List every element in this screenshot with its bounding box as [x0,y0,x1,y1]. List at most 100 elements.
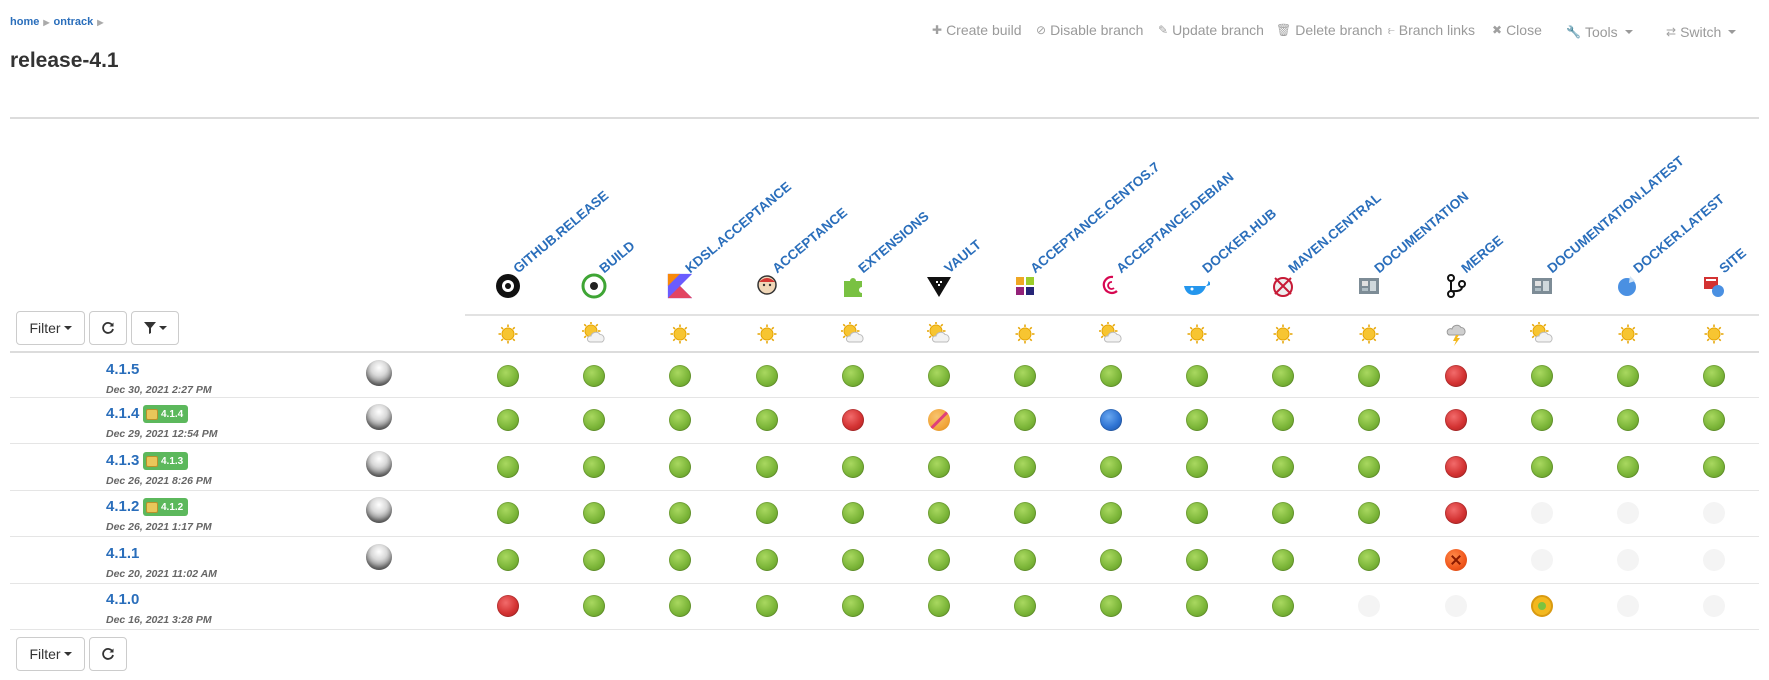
validation-run-passed[interactable] [1617,365,1639,387]
validation-run-passed[interactable] [497,365,519,387]
update-branch-button[interactable]: ✎ Update branch [1158,22,1264,38]
validation-run-passed[interactable] [756,365,778,387]
validation-run-passed[interactable] [1014,549,1036,571]
validation-run-passed[interactable] [1358,365,1380,387]
validation-run-passed[interactable] [928,502,950,524]
validation-run-passed[interactable] [756,409,778,431]
validation-run-passed[interactable] [1186,502,1208,524]
validation-run-passed[interactable] [756,549,778,571]
validation-run-passed[interactable] [669,365,691,387]
validation-run-passed[interactable] [1100,595,1122,617]
switch-dropdown[interactable]: ⇄ Switch [1666,24,1737,40]
validation-run-passed[interactable] [497,456,519,478]
validation-run-passed[interactable] [1272,549,1294,571]
validation-run-passed[interactable] [583,549,605,571]
validation-run-passed[interactable] [1014,456,1036,478]
validation-run-passed[interactable] [1186,409,1208,431]
breadcrumb-project-link[interactable]: ontrack [53,16,94,28]
build-link[interactable]: 4.1.4 [106,405,140,422]
close-branch-button[interactable]: ✖ Close [1492,22,1542,38]
validation-run-passed[interactable] [669,595,691,617]
validation-run-passed[interactable] [583,595,605,617]
validation-run-passed[interactable] [669,549,691,571]
validation-stamp-link[interactable]: SITE [1716,245,1749,276]
validation-stamp-link[interactable]: VAULT [941,236,984,276]
validation-run-passed[interactable] [1014,502,1036,524]
validation-run-passed[interactable] [756,456,778,478]
validation-run-failed[interactable] [1445,409,1467,431]
validation-run-passed[interactable] [1703,365,1725,387]
validation-run-interrupted[interactable] [1445,549,1467,571]
validation-run-passed[interactable] [756,502,778,524]
validation-run-passed[interactable] [1014,595,1036,617]
delete-branch-button[interactable]: 🗑 Delete branch [1276,22,1382,38]
validation-run-passed[interactable] [1186,549,1208,571]
validation-run-failed[interactable] [1445,456,1467,478]
validation-run-passed[interactable] [583,365,605,387]
validation-run-passed[interactable] [669,456,691,478]
promotion-level-icon[interactable] [366,404,392,430]
validation-run-passed[interactable] [583,409,605,431]
promotion-level-icon[interactable] [366,360,392,386]
refresh-button-bottom[interactable] [89,637,127,671]
validation-run-passed[interactable] [842,456,864,478]
column-filter-button[interactable] [131,311,179,345]
validation-run-defect[interactable] [928,409,950,431]
validation-run-passed[interactable] [1531,409,1553,431]
promotion-level-icon[interactable] [366,451,392,477]
validation-run-passed[interactable] [928,365,950,387]
validation-run-passed[interactable] [497,409,519,431]
validation-run-passed[interactable] [1272,502,1294,524]
build-link[interactable]: 4.1.1 [106,545,140,562]
validation-run-passed[interactable] [1617,456,1639,478]
validation-run-passed[interactable] [928,595,950,617]
validation-run-passed[interactable] [842,595,864,617]
validation-run-passed[interactable] [1358,456,1380,478]
build-link[interactable]: 4.1.0 [106,591,140,608]
validation-stamp-link[interactable]: BUILD [596,237,638,276]
validation-run-passed[interactable] [497,502,519,524]
breadcrumb-home-link[interactable]: home [10,16,40,28]
validation-run-passed[interactable] [1014,409,1036,431]
build-link[interactable]: 4.1.3 [106,452,140,469]
validation-run-passed[interactable] [756,595,778,617]
branch-links-button[interactable]: ⥼ Branch links [1388,22,1475,38]
validation-run-passed[interactable] [1272,456,1294,478]
refresh-button[interactable] [89,311,127,345]
build-link[interactable]: 4.1.5 [106,361,140,378]
validation-run-warning[interactable] [1531,595,1553,617]
validation-run-failed[interactable] [1445,365,1467,387]
build-link[interactable]: 4.1.2 [106,498,140,515]
validation-run-passed[interactable] [842,549,864,571]
validation-run-passed[interactable] [669,409,691,431]
validation-run-passed[interactable] [1703,456,1725,478]
validation-run-passed[interactable] [842,502,864,524]
validation-run-passed[interactable] [1358,549,1380,571]
validation-run-passed[interactable] [1358,409,1380,431]
validation-run-passed[interactable] [669,502,691,524]
validation-run-passed[interactable] [1014,365,1036,387]
validation-run-passed[interactable] [583,456,605,478]
validation-run-passed[interactable] [1272,365,1294,387]
validation-run-passed[interactable] [1531,456,1553,478]
validation-run-passed[interactable] [1358,502,1380,524]
validation-run-failed[interactable] [842,409,864,431]
validation-run-passed[interactable] [497,549,519,571]
validation-run-passed[interactable] [1272,595,1294,617]
validation-run-passed[interactable] [1100,456,1122,478]
validation-run-passed[interactable] [1186,365,1208,387]
validation-run-passed[interactable] [1186,595,1208,617]
validation-run-passed[interactable] [842,365,864,387]
tools-dropdown[interactable]: 🔧 Tools [1566,24,1633,40]
promotion-level-icon[interactable] [366,497,392,523]
validation-run-passed[interactable] [1186,456,1208,478]
validation-run-passed[interactable] [583,502,605,524]
validation-run-passed[interactable] [928,456,950,478]
validation-run-failed[interactable] [497,595,519,617]
validation-run-passed[interactable] [1531,365,1553,387]
promotion-level-icon[interactable] [366,544,392,570]
validation-run-passed[interactable] [1100,502,1122,524]
filter-dropdown-button-bottom[interactable]: Filter [16,637,85,671]
create-build-button[interactable]: ✚ Create build [932,22,1022,38]
validation-run-passed[interactable] [1100,365,1122,387]
